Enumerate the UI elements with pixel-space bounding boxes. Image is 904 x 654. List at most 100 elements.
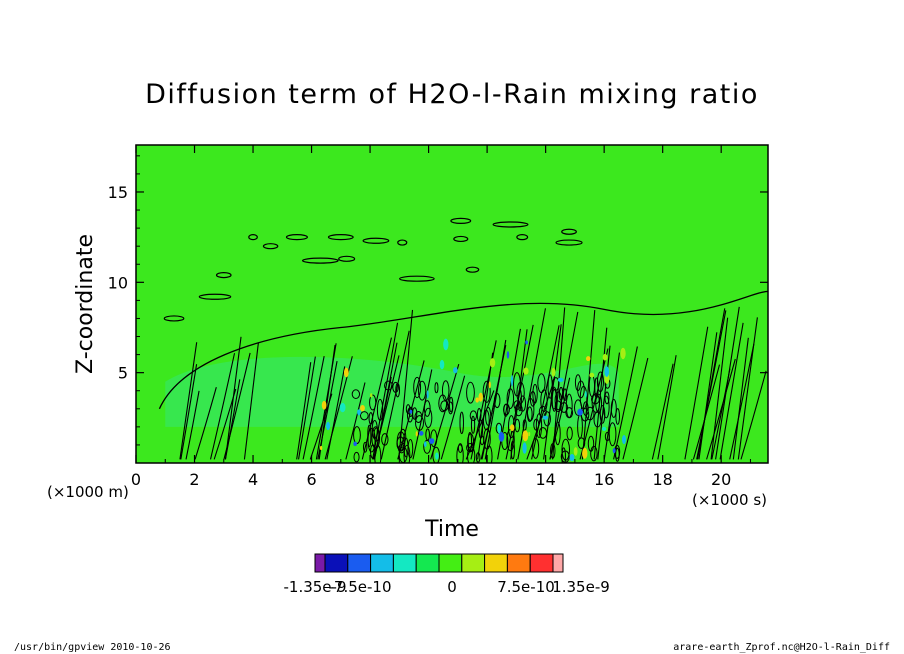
contour-blob	[522, 430, 529, 442]
contour-blob	[506, 351, 510, 359]
contour-cell	[353, 451, 360, 463]
contour-line	[657, 355, 677, 460]
contour-blob	[523, 367, 529, 375]
contour-line	[698, 332, 718, 460]
contour-line	[465, 390, 495, 460]
contour-cell	[532, 438, 540, 459]
x-axis-ticks: 0 2 4 6 8 10 12 14 16 18 20	[131, 145, 751, 489]
contour-line	[398, 309, 414, 460]
contour-cell	[368, 412, 374, 425]
contour-blob	[435, 452, 439, 460]
colorbar-label: -7.5e-10	[329, 578, 392, 596]
contour-cell	[432, 446, 441, 463]
contour-line	[484, 339, 507, 460]
contour-cell	[434, 382, 439, 394]
contour-line	[715, 306, 740, 460]
contour-line	[531, 325, 560, 460]
contour-cell	[610, 398, 617, 418]
contour-line	[180, 364, 198, 460]
contour-cell	[466, 443, 475, 453]
contour-cell	[459, 411, 464, 435]
chart-title: Diffusion term of H2O-l-Rain mixing rati…	[145, 79, 759, 110]
contour-blob	[604, 366, 610, 377]
contour-blob	[509, 424, 515, 432]
contour-cell	[476, 408, 482, 423]
contour-line	[696, 310, 727, 460]
contour-cell-upper	[338, 255, 356, 262]
y-axis-unit: (×1000 m)	[47, 483, 129, 501]
plot-area	[135, 144, 769, 464]
colorbar-label: 0	[447, 578, 457, 596]
colorbar-swatch	[370, 553, 394, 573]
contour-cell	[485, 406, 492, 426]
contour-cell	[540, 389, 548, 413]
contour-line	[684, 326, 709, 460]
contour-cell-upper	[198, 293, 232, 300]
contour-cell	[424, 407, 433, 429]
contour-blob	[439, 359, 445, 370]
contour-cell	[503, 403, 509, 417]
contour-cell	[562, 388, 568, 402]
contour-cell	[423, 439, 432, 454]
contour-cell	[405, 404, 411, 414]
contour-cell	[417, 380, 427, 401]
contour-blob	[585, 356, 591, 362]
footer-left: /usr/bin/gpview 2010-10-26	[14, 642, 171, 653]
contour-cell	[594, 377, 599, 399]
contour-blob	[357, 409, 361, 416]
contour-line	[179, 342, 198, 460]
contour-cell-upper	[465, 266, 480, 273]
contour-line	[297, 356, 316, 460]
contour-cell	[370, 444, 376, 459]
contour-cell	[466, 381, 475, 404]
contour-cell	[441, 380, 450, 402]
contour-cell	[406, 407, 414, 423]
contour-blob	[573, 447, 578, 456]
contour-cell	[373, 427, 380, 442]
contour-line	[372, 322, 399, 460]
contour-cell-upper	[362, 237, 390, 244]
contour-cell	[510, 440, 515, 460]
contour-line	[581, 310, 596, 460]
contour-line	[185, 390, 200, 460]
contour-cell	[554, 421, 561, 446]
contour-blob	[353, 441, 357, 447]
contour-cell	[585, 406, 595, 421]
contour-blob	[319, 445, 323, 451]
colorbar	[314, 553, 564, 573]
colorbar-label: -1.35e-9	[284, 578, 347, 596]
contour-cell	[574, 399, 583, 416]
contour-blob	[589, 372, 595, 378]
colorbar-label: 7.5e-10	[497, 578, 555, 596]
contour-cell	[582, 401, 589, 416]
y-axis-label: Z-coordinate	[73, 234, 98, 374]
contour-blob	[428, 438, 435, 444]
contour-blob	[415, 431, 418, 437]
contour-blob	[601, 426, 607, 432]
colorbar-swatch	[314, 553, 326, 573]
footer-right: arare-earth_Zprof.nc@H2O-l-Rain_Diff	[673, 642, 890, 653]
contour-blob	[478, 392, 483, 402]
contour-cell	[371, 426, 381, 450]
contour-cell	[587, 435, 595, 452]
contour-line	[517, 308, 546, 460]
contour-envelope	[158, 290, 768, 410]
mid-band	[165, 356, 619, 427]
contour-cell	[485, 445, 493, 463]
contour-line	[194, 387, 217, 460]
x-tick-label: 10	[418, 470, 438, 489]
contour-line	[223, 352, 251, 460]
contour-blob	[510, 374, 514, 387]
contour-cell	[615, 447, 620, 462]
contour-blob	[582, 447, 588, 459]
contour-blob	[409, 409, 413, 414]
contour-line	[361, 337, 392, 460]
contour-cell	[403, 444, 411, 463]
contour-cell	[470, 415, 476, 434]
contour-cell	[595, 393, 603, 414]
contour-blob	[443, 338, 449, 351]
x-axis-label: Time	[424, 517, 479, 542]
contour-blob	[475, 397, 479, 403]
contour-line	[497, 328, 521, 460]
